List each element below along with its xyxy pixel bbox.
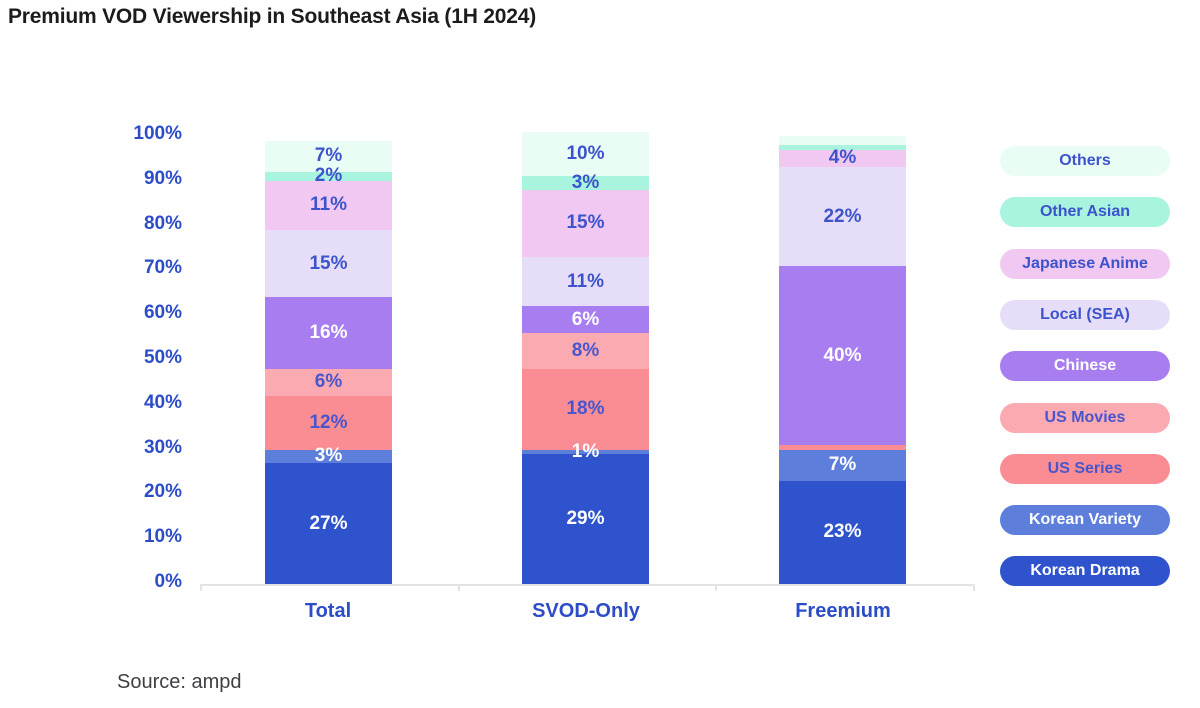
x-axis-baseline (200, 584, 973, 586)
y-axis-tick-label-90: 90% (143, 167, 182, 189)
y-axis-tick-label-30: 30% (143, 436, 182, 458)
x-axis-label-svod-only: SVOD-Only (532, 600, 640, 622)
y-axis-tick-label-40: 40% (143, 391, 182, 413)
segment-label-svod-only-chinese: 6% (571, 308, 600, 330)
bar-segment-total-japanese-anime: 11% (265, 180, 392, 231)
bar-segment-svod-only-us-movies: 8% (522, 333, 649, 369)
bar-segment-freemium-chinese: 40% (779, 265, 906, 446)
bar-segment-svod-only-chinese: 6% (522, 306, 649, 334)
segment-label-svod-only-japanese-anime: 15% (566, 212, 605, 234)
segment-label-freemium-chinese: 40% (823, 344, 862, 366)
chart-title: Premium VOD Viewership in Southeast Asia… (8, 5, 537, 28)
bar-segment-total-local-sea: 15% (265, 230, 392, 298)
bar-total: 27% 3% 12% 6% 16% 15% 11% 2% 7% (265, 140, 392, 584)
bar-segment-freemium-japanese-anime: 4% (779, 147, 906, 169)
y-axis-tick-label-70: 70% (143, 257, 182, 279)
segment-label-freemium-local-sea: 22% (823, 205, 862, 227)
y-axis-tick-label-0: 0% (154, 571, 182, 592)
segment-label-total-us-movies: 6% (314, 371, 343, 393)
bar-segment-svod-only-japanese-anime: 15% (522, 189, 649, 258)
legend-pill-korean-variety: Korean Variety (1000, 505, 1170, 536)
bar-segment-freemium-us-series (779, 445, 906, 450)
bar-segment-total-chinese: 16% (265, 297, 392, 369)
y-axis-tick-label-50: 50% (143, 347, 182, 368)
segment-label-total-us-series: 12% (309, 411, 348, 433)
bar-segment-total-others: 7% (265, 140, 392, 172)
segment-label-total-local-sea: 15% (309, 252, 348, 274)
segment-label-total-korean-variety: 3% (314, 445, 343, 467)
legend-pill-korean-drama: Korean Drama (1000, 556, 1170, 587)
legend-pill-other-asian: Other Asian (1000, 197, 1170, 228)
segment-label-total-other-asian: 2% (314, 165, 343, 187)
y-axis-tick-label-60: 60% (143, 302, 182, 324)
legend-pill-us-movies: US Movies (1000, 402, 1170, 433)
bar-segment-total-other-asian: 2% (265, 166, 392, 186)
bar-segment-freemium-korean-drama: 23% (779, 480, 906, 584)
bar-segment-svod-only-korean-drama: 29% (522, 454, 649, 584)
bar-svod-only: 29% 1% 18% 8% 6% 11% 15% 3% 10% (522, 131, 649, 584)
segment-label-svod-only-korean-variety: 1% (571, 440, 600, 462)
x-axis-label-freemium: Freemium (795, 600, 891, 622)
bar-segment-freemium-local-sea: 22% (779, 167, 906, 266)
y-axis-tick-label-20: 20% (143, 481, 182, 503)
y-axis-tick-label-10: 10% (143, 526, 182, 548)
bar-segment-total-korean-variety: 3% (265, 446, 392, 466)
bar-freemium: 23% 7% 40% 22% 4% (779, 136, 906, 584)
segment-label-total-japanese-anime: 11% (310, 194, 347, 216)
legend-pill-others: Others (1000, 146, 1170, 176)
bar-segment-freemium-others (779, 136, 906, 146)
segment-label-total-chinese: 16% (309, 322, 348, 344)
legend-pill-us-series: US Series (1000, 453, 1170, 484)
x-axis-tick-2 (715, 584, 717, 591)
x-axis-tick-3 (973, 584, 975, 591)
segment-label-svod-only-others: 10% (566, 143, 605, 164)
legend-pill-chinese: Chinese (1000, 351, 1170, 382)
bar-segment-svod-only-others: 10% (522, 131, 649, 177)
y-axis-tick-label-100: 100% (133, 123, 182, 144)
bar-segment-svod-only-us-series: 18% (522, 369, 649, 450)
segment-label-svod-only-other-asian: 3% (571, 172, 600, 194)
bar-segment-total-us-movies: 6% (265, 368, 392, 396)
bar-segment-svod-only-other-asian: 3% (522, 173, 649, 193)
segment-label-svod-only-local-sea: 11% (567, 270, 604, 292)
legend-pill-japanese-anime: Japanese Anime (1000, 248, 1170, 279)
bar-segment-freemium-other-asian (779, 145, 906, 150)
x-axis-tick-0 (200, 584, 202, 591)
bar-segment-freemium-korean-variety: 7% (779, 449, 906, 481)
bar-segment-total-us-series: 12% (265, 395, 392, 450)
segment-label-freemium-korean-drama: 23% (823, 521, 862, 543)
segment-label-svod-only-korean-drama: 29% (566, 508, 605, 530)
segment-label-total-korean-drama: 27% (309, 512, 348, 534)
segment-label-total-others: 7% (314, 145, 343, 167)
legend-pill-local-sea: Local (SEA) (1000, 299, 1170, 330)
segment-label-freemium-japanese-anime: 4% (828, 147, 857, 169)
bar-segment-svod-only-local-sea: 11% (522, 257, 649, 307)
segment-label-svod-only-us-series: 18% (566, 398, 605, 420)
y-axis-tick-label-80: 80% (143, 212, 182, 234)
segment-label-freemium-korean-variety: 7% (828, 454, 857, 476)
segment-label-svod-only-us-movies: 8% (571, 340, 600, 362)
source-text: Source: ampd (117, 671, 242, 693)
bar-segment-total-korean-drama: 27% (265, 463, 392, 584)
x-axis-tick-1 (458, 584, 460, 591)
x-axis-label-total: Total (304, 600, 352, 622)
bar-segment-svod-only-korean-variety: 1% (522, 441, 649, 461)
